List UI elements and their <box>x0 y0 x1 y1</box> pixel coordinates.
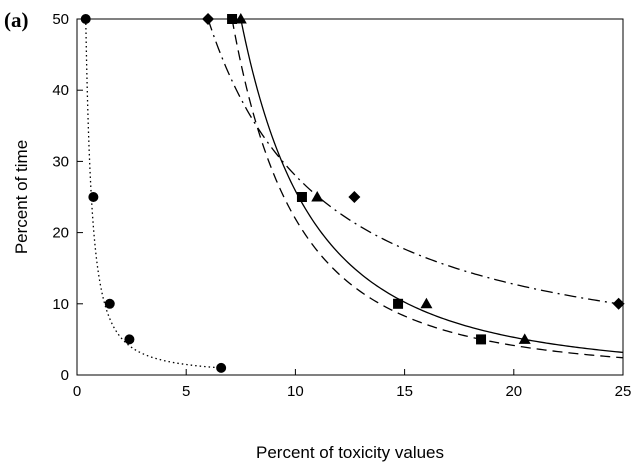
square-point <box>393 298 404 309</box>
x-tick-label: 10 <box>287 383 304 400</box>
x-tick-label: 25 <box>615 383 632 400</box>
diamond-point <box>612 297 625 310</box>
data-markers <box>80 13 625 373</box>
x-tick-label: 15 <box>396 383 413 400</box>
curve-circle <box>85 18 222 369</box>
square-point <box>296 192 307 202</box>
x-axis-label: Percent of toxicity values <box>256 443 444 462</box>
circle-point <box>88 192 99 202</box>
y-tick-label: 10 <box>52 296 69 313</box>
triangle-point <box>311 191 324 202</box>
y-tick-label: 50 <box>52 11 69 28</box>
circle-point <box>216 362 227 373</box>
x-tick-label: 20 <box>505 383 522 400</box>
y-tick-label: 30 <box>52 153 69 170</box>
square-point <box>476 334 487 345</box>
x-tick-label: 5 <box>182 383 190 400</box>
curve-diamond <box>207 18 624 306</box>
triangle-point <box>234 13 247 24</box>
plot-frame <box>76 18 624 376</box>
y-tick-label: 20 <box>52 225 69 242</box>
triangle-point <box>420 297 433 309</box>
circle-point <box>104 298 115 309</box>
panel-label: (a) <box>4 8 29 32</box>
y-tick-label: 40 <box>52 82 69 99</box>
y-tick-label: 0 <box>61 367 69 384</box>
x-axis-ticks: 0 5 10 15 20 25 <box>73 369 632 400</box>
circle-point <box>124 334 135 345</box>
diamond-point <box>348 191 361 203</box>
curve-triangle <box>240 18 624 354</box>
y-axis-label: Percent of time <box>12 140 31 254</box>
fitted-curves <box>85 18 624 369</box>
triangle-point <box>518 333 531 344</box>
curve-square <box>231 18 624 359</box>
x-tick-label: 0 <box>73 383 81 400</box>
y-axis-ticks: 0 10 20 30 40 50 <box>52 11 83 384</box>
